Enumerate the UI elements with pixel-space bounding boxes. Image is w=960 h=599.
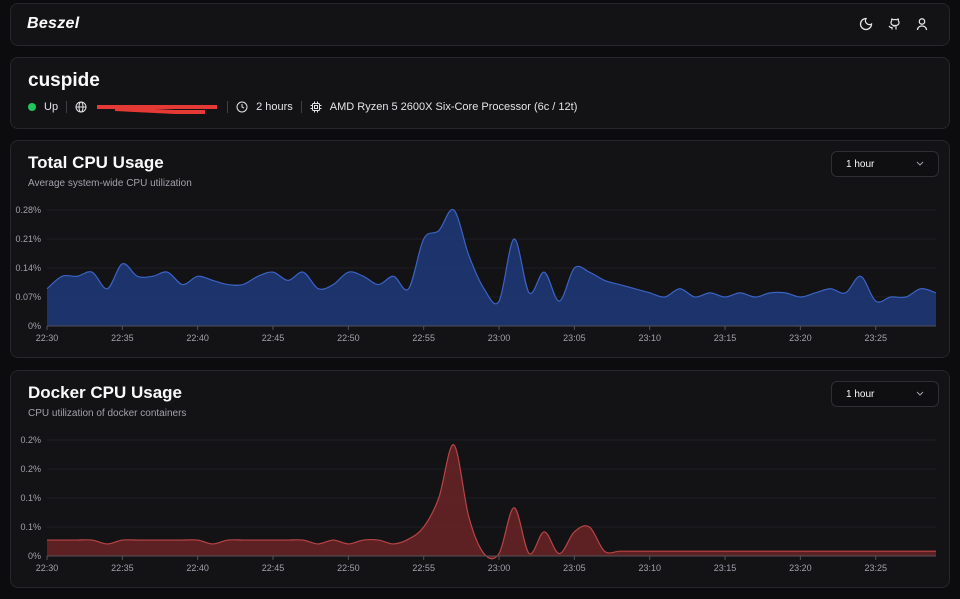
status: Up: [44, 101, 59, 113]
area: [47, 444, 936, 559]
x-tick-label: 22:35: [111, 563, 134, 573]
y-tick-label: 0.2%: [20, 435, 41, 445]
system-meta: Up 2 hours AMD Ryzen 5 2600X Six-Core Pr…: [28, 100, 577, 114]
chevron: [916, 391, 924, 396]
x-tick-label: 22:35: [111, 333, 134, 343]
chart: 0% 0.1% 0.1% 0.2% 0.2% 22:30 22:35 22:40 22:45 22…: [20, 435, 936, 573]
user-icon[interactable]: [915, 17, 929, 31]
chart-subtitle: Average system-wide CPU utilization: [28, 178, 192, 189]
chart-title: Total CPU Usage: [28, 153, 164, 172]
x-tick-label: 22:45: [262, 333, 285, 343]
uptime: 2 hours: [256, 101, 293, 113]
chart-subtitle: CPU utilization of docker containers: [28, 408, 187, 419]
brand[interactable]: Beszel: [27, 15, 80, 32]
chart-card: 0% 0.1% 0.1% 0.2% 0.2% 22:30 22:35 22:40 22:45 22…: [10, 370, 950, 588]
chevron: [916, 161, 924, 166]
redaction: [97, 105, 218, 114]
x-tick-label: 22:30: [36, 333, 59, 343]
cpu-model: AMD Ryzen 5 2600X Six-Core Processor (6c…: [329, 101, 578, 113]
x-tick-label: 22:50: [337, 563, 360, 573]
line: [46, 208, 937, 305]
x-tick-label: 22:30: [36, 563, 59, 573]
nav-icons: [859, 17, 929, 31]
navbar: Beszel: [10, 3, 950, 46]
x-tick-label: 22:45: [262, 563, 285, 573]
globe-icon: [75, 101, 87, 113]
system-name: cuspide: [28, 70, 100, 91]
x-tick-label: 22:55: [412, 563, 435, 573]
clock-icon: [236, 101, 248, 113]
x-tick-label: 23:00: [488, 333, 511, 343]
line: [46, 444, 936, 560]
x-tick-label: 23:10: [638, 563, 661, 573]
chart-card: 0% 0.07% 0.14% 0.21% 0.28% 22:30 22:35 22:40 22:…: [10, 140, 950, 358]
y-tick-label: 0.1%: [20, 493, 41, 503]
theme-icon[interactable]: [859, 17, 873, 31]
separator: [227, 101, 229, 113]
y-tick-label: 0.14%: [15, 263, 41, 273]
x-tick-label: 23:05: [563, 333, 586, 343]
x-tick-label: 23:00: [488, 563, 511, 573]
area: [47, 209, 936, 326]
y-tick-label: 0.2%: [20, 464, 41, 474]
system-card: cuspide Up 2 hours AMD Ryzen 5 2600X Six…: [10, 57, 950, 129]
y-tick-label: 0.28%: [15, 205, 41, 215]
y-tick-label: 0.07%: [15, 292, 41, 302]
x-tick-label: 22:50: [337, 333, 360, 343]
x-tick-label: 23:25: [864, 333, 887, 343]
y-tick-label: 0.21%: [15, 234, 41, 244]
x-tick-label: 23:10: [638, 333, 661, 343]
x-tick-label: 22:40: [186, 333, 209, 343]
y-tick-label: 0.1%: [20, 522, 41, 532]
github-icon[interactable]: [887, 17, 901, 31]
x-tick-label: 23:20: [789, 563, 812, 573]
separator: [66, 101, 68, 113]
chart-title: Docker CPU Usage: [28, 383, 183, 402]
x-tick-label: 22:55: [412, 333, 435, 343]
status-dot: [28, 103, 36, 111]
range-label: 1 hour: [846, 389, 875, 400]
range-label: 1 hour: [846, 159, 875, 170]
x-tick-label: 23:05: [563, 563, 586, 573]
range-select[interactable]: 1 hour: [831, 151, 939, 177]
x-tick-label: 23:15: [714, 563, 737, 573]
x-tick-label: 23:15: [714, 333, 737, 343]
x-tick-label: 22:40: [186, 563, 209, 573]
x-tick-label: 23:25: [864, 563, 887, 573]
separator: [300, 101, 302, 113]
range-select[interactable]: 1 hour: [831, 381, 939, 407]
cpu-icon: [310, 101, 322, 113]
chart: 0% 0.07% 0.14% 0.21% 0.28% 22:30 22:35 22:40 22:…: [15, 205, 937, 343]
x-tick-label: 23:20: [789, 333, 812, 343]
y-tick-label: 0%: [28, 551, 41, 561]
y-tick-label: 0%: [28, 321, 41, 331]
